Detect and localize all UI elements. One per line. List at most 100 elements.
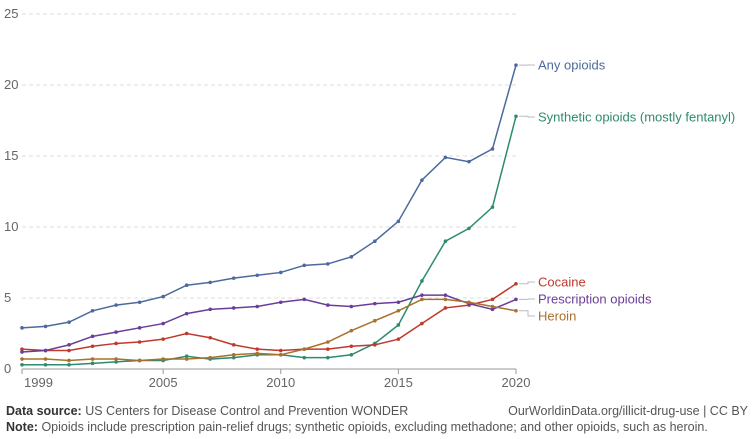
data-point <box>420 279 424 283</box>
data-point <box>514 63 518 67</box>
y-tick-label: 0 <box>4 361 11 376</box>
x-tick-label: 1999 <box>24 375 53 390</box>
data-point <box>208 335 212 340</box>
series-labels: Any opioids Synthetic opioids (mostly fen… <box>519 58 735 324</box>
data-point <box>302 297 307 302</box>
data-point <box>161 337 165 341</box>
series-2 <box>20 282 518 353</box>
data-point <box>373 239 377 243</box>
data-point <box>514 282 518 286</box>
data-point <box>302 263 307 268</box>
x-axis: 1999 2005 2010 2015 2020 <box>21 368 531 390</box>
data-point <box>208 355 212 360</box>
data-point <box>161 357 165 361</box>
data-point <box>90 361 95 366</box>
label-connector <box>519 281 535 285</box>
data-point <box>396 323 401 327</box>
url-text[interactable]: OurWorldinData.org/illicit-drug-use | CC… <box>508 404 748 418</box>
data-point <box>326 262 330 266</box>
data-point <box>326 340 330 344</box>
data-point <box>490 307 495 312</box>
data-point <box>349 353 354 357</box>
series-0 <box>20 63 518 330</box>
data-point <box>396 308 401 313</box>
data-point <box>67 320 71 324</box>
data-point <box>90 334 95 339</box>
y-tick-label: 20 <box>4 77 18 92</box>
data-point <box>278 270 283 275</box>
data-point <box>396 337 401 341</box>
data-point <box>184 357 189 361</box>
y-axis-ticks: 0 5 10 15 20 25 <box>4 6 18 376</box>
data-point <box>255 351 260 356</box>
data-point <box>137 358 142 363</box>
x-tick-label: 2020 <box>502 375 531 390</box>
data-point <box>255 273 260 278</box>
x-tick-label: 2005 <box>149 375 178 390</box>
data-point <box>278 353 283 357</box>
data-point <box>67 343 71 347</box>
data-point <box>255 347 260 351</box>
data-point <box>114 341 118 346</box>
data-point <box>231 343 236 347</box>
data-point <box>490 205 495 209</box>
data-point <box>231 276 236 280</box>
source-line: Data source: US Centers for Disease Cont… <box>6 404 748 418</box>
data-point <box>67 362 71 367</box>
data-point <box>184 354 189 359</box>
data-point <box>43 348 48 353</box>
data-point <box>137 340 142 344</box>
data-point <box>20 326 24 330</box>
data-point <box>278 348 283 353</box>
series-1 <box>20 114 518 367</box>
series-label: Prescription opioids <box>538 292 652 307</box>
data-point <box>278 300 283 305</box>
series-line <box>21 64 517 329</box>
line-chart: 0 5 10 15 20 25 1999 2005 2010 2015 2020 Any opio… <box>4 6 735 390</box>
data-point <box>420 178 424 182</box>
data-point <box>231 355 236 360</box>
note-text: Opioids include prescription pain-relief… <box>41 420 708 434</box>
source-text: US Centers for Disease Control and Preve… <box>85 404 409 418</box>
data-point <box>90 308 95 313</box>
data-point <box>184 311 189 316</box>
series-4 <box>20 297 518 363</box>
y-tick-label: 25 <box>4 6 18 21</box>
data-point <box>20 362 24 367</box>
series-label: Heroin <box>538 309 576 324</box>
data-point <box>443 239 448 243</box>
data-point <box>137 300 142 305</box>
data-point <box>514 297 518 302</box>
data-point <box>396 300 401 305</box>
data-point <box>43 324 48 329</box>
data-point <box>326 303 330 307</box>
data-point <box>326 355 330 360</box>
series-line <box>21 294 517 353</box>
data-point <box>90 344 95 349</box>
data-point <box>114 357 118 361</box>
gridlines <box>22 13 516 299</box>
label-connector <box>519 115 535 118</box>
data-point <box>231 306 236 310</box>
y-tick-label: 10 <box>4 219 18 234</box>
note-line: Note: Opioids include prescription pain-… <box>6 420 748 434</box>
source-label: Data source: <box>6 404 82 418</box>
data-point <box>443 297 448 302</box>
data-point <box>420 297 424 302</box>
data-point <box>326 347 330 351</box>
data-point <box>302 347 307 351</box>
series-3 <box>20 293 518 354</box>
data-point <box>67 358 71 363</box>
data-point <box>420 293 424 297</box>
series-label: Cocaine <box>538 275 586 290</box>
data-point <box>443 155 448 160</box>
x-tick-label: 2015 <box>384 375 413 390</box>
data-point <box>349 328 354 333</box>
data-point <box>137 326 142 330</box>
label-connector <box>519 310 535 317</box>
data-point <box>349 304 354 309</box>
data-point <box>467 300 471 305</box>
data-point <box>443 306 448 310</box>
data-point <box>373 301 377 306</box>
series-line <box>22 116 517 366</box>
